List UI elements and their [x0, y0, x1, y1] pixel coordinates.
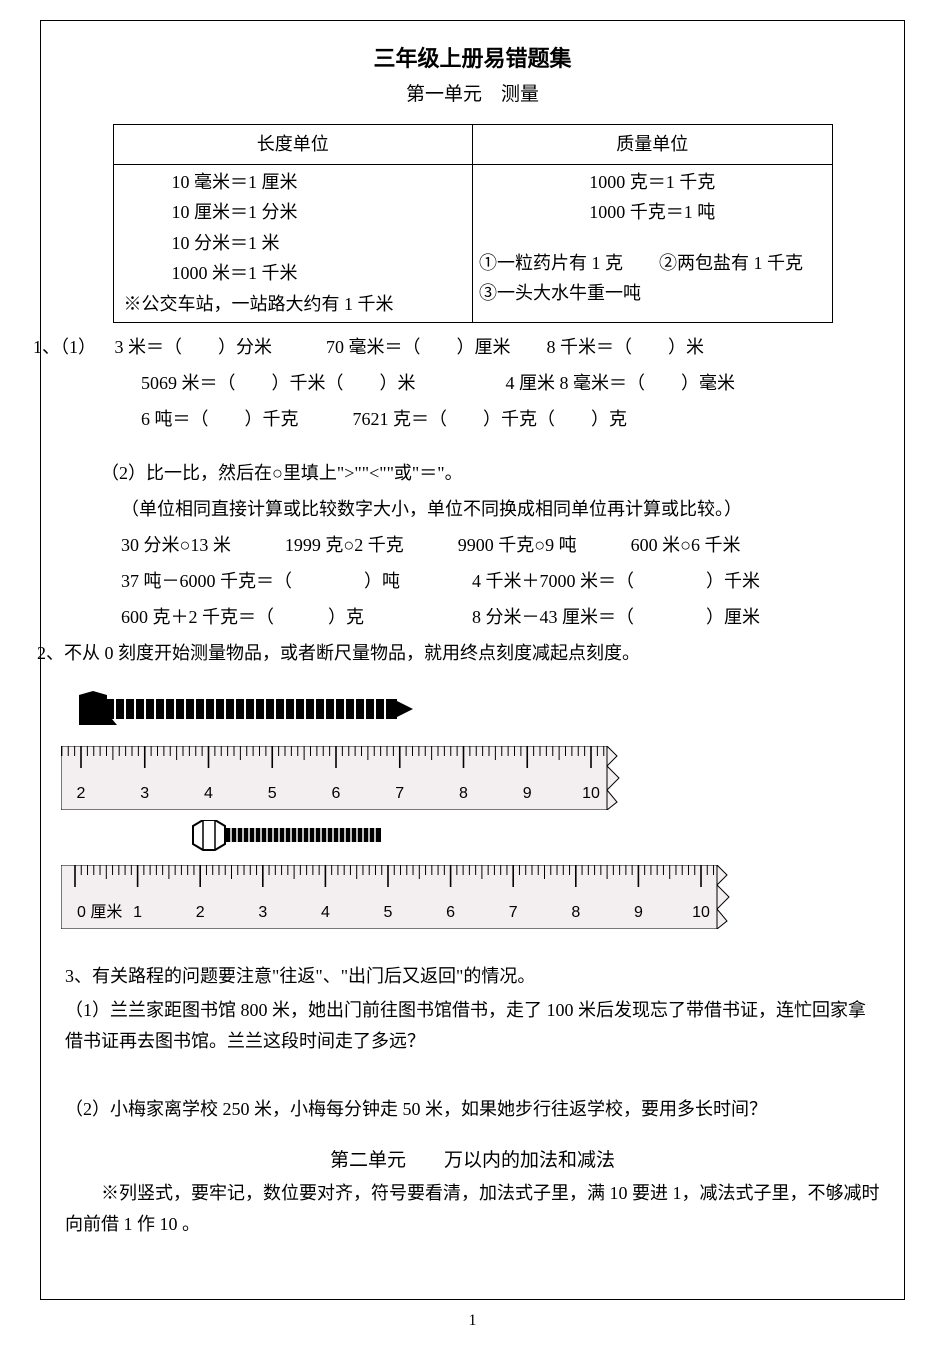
section-subtitle: 第一单元 测量	[51, 79, 894, 106]
svg-text:4: 4	[321, 904, 330, 921]
question-3: 3、有关路程的问题要注意"往返"、"出门后又返回"的情况。 （1）兰兰家距图书馆…	[51, 961, 894, 1125]
svg-text:1: 1	[133, 904, 142, 921]
table-header-mass: 质量单位	[473, 125, 833, 165]
svg-text:8: 8	[571, 904, 580, 921]
bolt-2	[191, 820, 894, 857]
svg-text:8: 8	[459, 785, 468, 802]
svg-text:4: 4	[204, 785, 213, 802]
page-title: 三年级上册易错题集	[51, 41, 894, 73]
ruler-1: 2 3 4 5 6 7 8 9 10	[61, 746, 894, 806]
svg-text:6: 6	[332, 785, 341, 802]
svg-text:0 厘米: 0 厘米	[77, 903, 122, 921]
svg-text:9: 9	[634, 904, 643, 921]
unit2-title: 第二单元 万以内的加法和减法	[51, 1145, 894, 1172]
ruler-2: 0 厘米 1 2 3 4 5 6 7 8 9 10	[61, 865, 894, 931]
svg-text:10: 10	[692, 904, 710, 921]
question-2: 2、不从 0 刻度开始测量物品，或者断尺量物品，就用终点刻度减起点刻度。	[51, 635, 894, 671]
svg-text:2: 2	[77, 785, 86, 802]
table-cell-mass: 1000 克＝1 千克 1000 千克＝1 吨 ①一粒药片有 1 克 ②两包盐有…	[473, 164, 833, 322]
table-cell-length: 10 毫米＝1 厘米 10 厘米＝1 分米 10 分米＝1 米 1000 米＝1…	[113, 164, 473, 322]
unit2-note: ※列竖式，要牢记，数位要对齐，符号要看清，加法式子里，满 10 要进 1，减法式…	[51, 1178, 894, 1239]
svg-text:2: 2	[196, 904, 205, 921]
question-1: 1、（1） 3 米＝（ ）分米 70 毫米＝（ ）厘米 8 千米＝（ ）米 50…	[51, 329, 894, 437]
table-header-length: 长度单位	[113, 125, 473, 165]
svg-text:3: 3	[258, 904, 267, 921]
screw-1	[77, 691, 894, 738]
svg-text:9: 9	[523, 785, 532, 802]
svg-text:7: 7	[395, 785, 404, 802]
svg-text:5: 5	[268, 785, 277, 802]
question-1-2: （2）比一比，然后在○里填上">""<""或"＝"。 （单位相同直接计算或比较数…	[51, 455, 894, 635]
svg-text:5: 5	[384, 904, 393, 921]
svg-text:10: 10	[582, 785, 600, 802]
svg-text:6: 6	[446, 904, 455, 921]
unit-table: 长度单位 质量单位 10 毫米＝1 厘米 10 厘米＝1 分米 10 分米＝1 …	[113, 124, 833, 323]
svg-text:7: 7	[509, 904, 518, 921]
figure-rulers: 2 3 4 5 6 7 8 9 10	[61, 691, 894, 931]
svg-text:3: 3	[140, 785, 149, 802]
page-number: 1	[0, 1312, 945, 1330]
